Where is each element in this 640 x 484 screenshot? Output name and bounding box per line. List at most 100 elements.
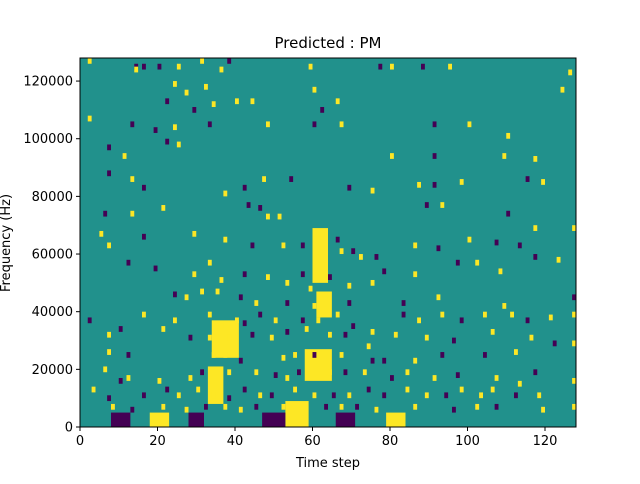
heatmap-cell: [347, 392, 352, 399]
heatmap-cell: [196, 386, 201, 393]
y-axis: 0 20000 40000 60000 80000 100000 120000: [23, 75, 80, 436]
heatmap-cell: [107, 331, 111, 338]
heatmap-cell: [459, 386, 464, 393]
heatmap-cell: [308, 285, 313, 292]
heatmap-cell: [87, 58, 92, 64]
heatmap-cell: [335, 236, 340, 243]
heatmap-cell: [339, 352, 344, 358]
y-tick-label: 80000: [32, 190, 73, 205]
heatmap-cell: [312, 303, 317, 309]
heatmap-cell: [444, 392, 449, 399]
heatmap-cell: [316, 254, 321, 260]
heatmap-cell: [207, 121, 212, 128]
heatmap-cell: [111, 403, 115, 410]
heatmap-block: [149, 412, 170, 427]
heatmap-cell: [223, 403, 228, 410]
heatmap-cell: [312, 230, 317, 237]
heatmap-cell: [142, 63, 146, 70]
heatmap-cell: [347, 184, 352, 191]
heatmap-cell: [269, 392, 274, 399]
heatmap-cell: [215, 288, 220, 295]
heatmap-cell: [378, 63, 383, 70]
heatmap-cell: [390, 375, 394, 381]
heatmap-cell: [413, 242, 418, 249]
heatmap-cell: [502, 153, 507, 159]
heatmap-cell: [184, 406, 189, 413]
heatmap-cell: [281, 242, 286, 249]
x-axis-label: Time step: [295, 456, 360, 471]
heatmap-cell: [107, 170, 111, 177]
heatmap-cell: [142, 184, 146, 191]
heatmap-cell: [467, 121, 472, 128]
heatmap-cell: [126, 352, 131, 358]
heatmap-cell: [448, 63, 452, 70]
chart-title: Predicted : PM: [275, 34, 382, 52]
heatmap-cell: [452, 406, 456, 413]
heatmap-cell: [157, 63, 162, 70]
heatmap-cell: [393, 331, 398, 338]
heatmap-cell: [572, 340, 576, 347]
heatmap-cell: [560, 86, 565, 93]
heatmap-cell: [227, 58, 232, 64]
heatmap-cell: [142, 392, 146, 399]
heatmap-cell: [200, 58, 204, 64]
heatmap-cell: [300, 317, 305, 324]
heatmap-cell: [413, 403, 418, 410]
plot-frame: [79, 57, 577, 428]
heatmap-cell: [351, 248, 356, 255]
heatmap-cell: [238, 406, 243, 413]
heatmap-cell: [339, 121, 344, 128]
heatmap-cell: [347, 300, 352, 306]
heatmap-cell: [176, 63, 181, 70]
heatmap-cell: [390, 63, 394, 70]
heatmap-cell: [200, 369, 204, 376]
heatmap-cell: [87, 115, 92, 122]
heatmap-cell: [293, 386, 297, 393]
heatmap-cell: [285, 279, 290, 286]
x-axis: 0 20 40 60 80 100 120: [76, 427, 557, 449]
heatmap-cell: [479, 392, 483, 399]
heatmap-cell: [223, 190, 228, 197]
heatmap-cell: [324, 262, 328, 269]
heatmap-cell: [424, 202, 429, 208]
heatmap-cell: [494, 239, 499, 246]
heatmap-cell: [293, 352, 297, 358]
heatmap-cell: [498, 268, 503, 275]
heatmap-cell: [130, 210, 135, 217]
heatmap-cell: [490, 386, 495, 393]
heatmap-cell: [285, 328, 290, 335]
heatmap-cell: [227, 369, 232, 376]
heatmap-cell: [328, 369, 332, 376]
heatmap-cell: [335, 311, 340, 318]
heatmap-cell: [417, 181, 421, 188]
heatmap-cell: [556, 256, 561, 263]
heatmap-cell: [91, 386, 96, 393]
heatmap-cell: [266, 121, 270, 128]
heatmap-cell: [572, 294, 576, 301]
heatmap-cell: [277, 213, 282, 220]
heatmap-cell: [258, 205, 263, 211]
heatmap-cell: [238, 294, 243, 301]
heatmap-cell: [161, 326, 166, 332]
heatmap-cell: [173, 124, 177, 131]
heatmap-cell: [417, 317, 421, 324]
heatmap-cell: [118, 377, 123, 384]
heatmap-cells: [87, 58, 576, 427]
heatmap-cell: [204, 403, 208, 410]
heatmap-cell: [103, 210, 108, 217]
heatmap-cell: [130, 176, 135, 182]
heatmap-block: [211, 320, 239, 358]
heatmap-cell: [483, 311, 487, 318]
heatmap-cell: [118, 326, 123, 332]
heatmap-cell: [207, 311, 212, 318]
heatmap-cell: [432, 181, 437, 188]
heatmap-cell: [370, 187, 375, 194]
heatmap-cell: [517, 380, 522, 387]
heatmap-cell: [273, 372, 278, 378]
heatmap-cell: [413, 271, 418, 278]
heatmap-cell: [211, 392, 216, 399]
heatmap-cell: [328, 331, 332, 338]
heatmap-cell: [374, 254, 379, 260]
heatmap-cell: [455, 259, 460, 266]
